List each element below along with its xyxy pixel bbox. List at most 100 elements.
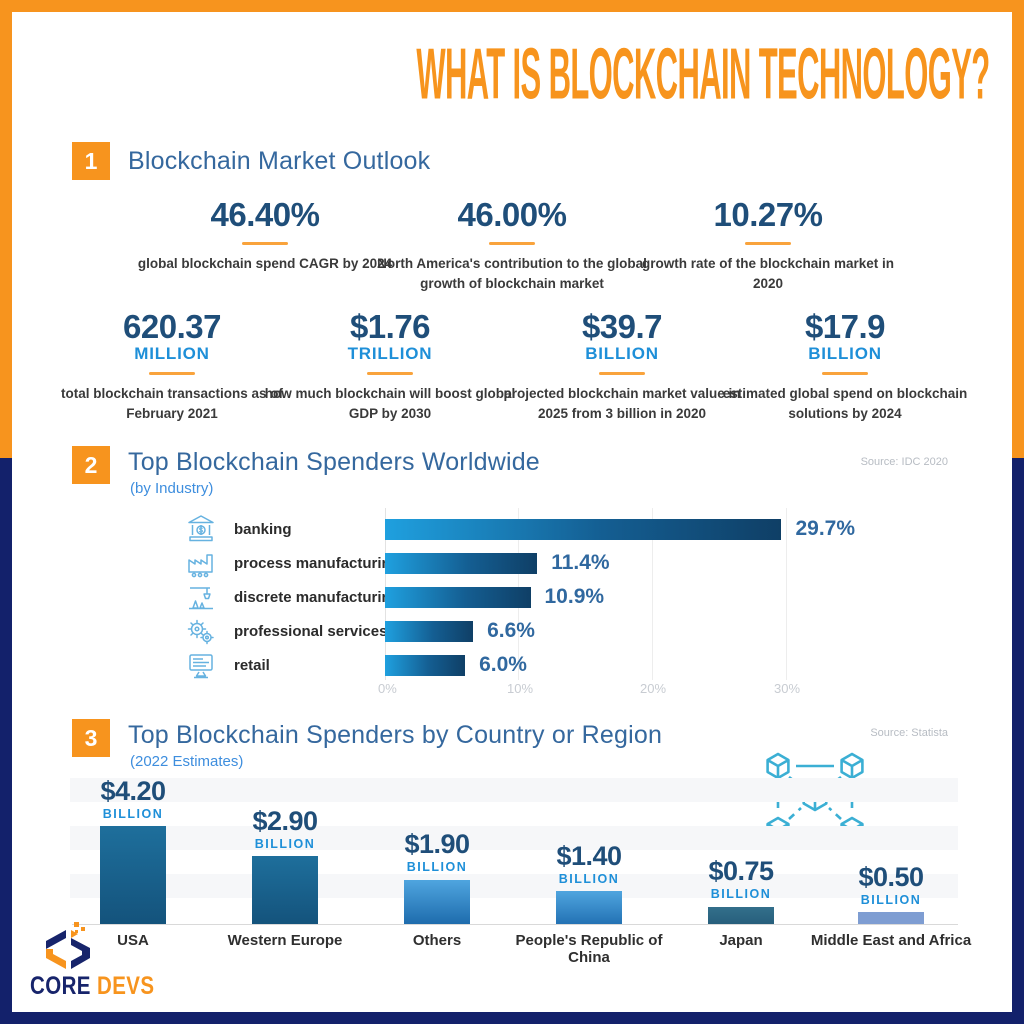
stat-gdp: $1.76 TRILLION how much blockchain will … <box>255 308 525 423</box>
industry-label: discrete manufacturing <box>234 589 400 606</box>
stat-value: 46.00% <box>457 196 567 233</box>
industry-bar <box>385 553 538 574</box>
country-label: Japan <box>719 932 763 949</box>
country-value: $1.90 <box>404 829 470 860</box>
stat-value: $1.76 <box>349 308 431 345</box>
stat-cagr: 46.40% global blockchain spend CAGR by 2… <box>130 196 400 274</box>
robot-arm-icon <box>186 582 216 612</box>
section-3-source: Source: Statista <box>870 727 948 739</box>
stat-label: total blockchain transactions as of Febr… <box>60 386 284 421</box>
stat-transactions: 620.37 MILLION total blockchain transact… <box>37 308 307 423</box>
country-column-others: $1.90 BILLION <box>352 774 522 924</box>
country-unit: BILLION <box>254 836 316 851</box>
industry-row-professional-services: professional services 6.6% <box>0 619 1024 645</box>
stat-global-spend: $17.9 BILLION estimated global spend on … <box>710 308 980 423</box>
stat-underline <box>149 372 195 375</box>
industry-value: 11.4% <box>551 551 610 574</box>
stat-underline <box>745 242 791 245</box>
industry-bar <box>385 621 474 642</box>
industry-value: 6.6% <box>487 619 535 642</box>
country-bar <box>708 906 774 924</box>
core-devs-logo-icon <box>38 922 100 977</box>
country-bar <box>100 826 166 924</box>
country-value: $0.50 <box>858 861 924 892</box>
country-unit: BILLION <box>860 892 922 907</box>
section-3-number: 3 <box>72 719 110 757</box>
monitor-icon <box>186 650 216 680</box>
logo-text-devs: DEVS <box>96 972 155 1000</box>
bank-icon: $ <box>186 514 216 544</box>
stat-underline <box>367 372 413 375</box>
industry-bar <box>385 519 782 540</box>
country-value: $1.40 <box>556 840 622 871</box>
country-bar <box>404 879 470 924</box>
section-1-title: Blockchain Market Outlook <box>128 147 431 175</box>
country-column-mea: $0.50 BILLION <box>806 774 976 924</box>
industry-value: 10.9% <box>544 585 605 608</box>
section-2-source: Source: IDC 2020 <box>860 456 948 468</box>
country-column-usa: $4.20 BILLION <box>48 774 218 924</box>
chart-band <box>70 778 958 802</box>
stat-underline <box>242 242 288 245</box>
chart-band <box>70 826 958 850</box>
section-2-title: Top Blockchain Spenders Worldwide <box>128 448 540 476</box>
svg-text:$: $ <box>199 526 204 535</box>
industry-label: retail <box>234 657 270 674</box>
country-bar <box>556 891 622 924</box>
section-3-subtitle: (2022 Estimates) <box>130 753 244 770</box>
country-bar <box>252 856 318 924</box>
country-value: $4.20 <box>100 775 166 806</box>
stat-value: 620.37 <box>123 308 221 345</box>
country-unit: BILLION <box>710 887 772 902</box>
stat-value: 10.27% <box>713 196 823 233</box>
x-tick-30: 30% <box>774 681 801 696</box>
country-label: Others <box>412 932 462 949</box>
stat-north-america: 46.00% North America's contribution to t… <box>377 196 647 293</box>
country-column-china: $1.40 BILLION <box>504 774 674 924</box>
industry-label: process manufacturing <box>234 555 400 572</box>
stat-label: projected blockchain market value in 202… <box>503 386 741 421</box>
country-unit: BILLION <box>558 871 620 886</box>
industry-value: 6.0% <box>479 653 527 676</box>
stat-underline <box>822 372 868 375</box>
industry-label: professional services <box>234 623 388 640</box>
industry-row-discrete-manufacturing: discrete manufacturing 10.9% <box>0 585 1024 610</box>
industry-value: 29.7% <box>795 517 856 540</box>
stat-unit: MILLION <box>134 344 210 363</box>
stat-label: North America's contribution to the glob… <box>377 256 647 291</box>
stat-market-value: $39.7 BILLION projected blockchain marke… <box>487 308 757 423</box>
factory-icon <box>186 548 216 578</box>
section-2-subtitle: (by Industry) <box>130 480 214 497</box>
country-label: USA <box>117 932 149 949</box>
logo-text-core: CORE <box>30 972 91 1000</box>
country-value: $2.90 <box>252 805 318 836</box>
country-label: Middle East and Africa <box>810 932 972 949</box>
country-label: People's Republic of China <box>515 932 663 966</box>
section-3-title: Top Blockchain Spenders by Country or Re… <box>128 721 663 749</box>
stat-value: $17.9 <box>804 308 886 345</box>
industry-row-process-manufacturing: process manufacturing 11.4% <box>0 551 1024 578</box>
gears-icon <box>186 616 216 646</box>
country-column-western-europe: $2.90 BILLION <box>200 774 370 924</box>
industry-row-banking: $ banking 29.7% <box>0 515 1024 542</box>
stat-value: 46.40% <box>210 196 320 233</box>
x-tick-20: 20% <box>640 681 667 696</box>
stat-underline <box>599 372 645 375</box>
section-1-number: 1 <box>72 142 110 180</box>
x-axis-baseline <box>72 924 958 925</box>
country-unit: BILLION <box>102 806 164 821</box>
country-bar <box>858 912 924 924</box>
stat-growth-rate: 10.27% growth rate of the blockchain mar… <box>633 196 903 293</box>
gridline-30 <box>786 508 787 680</box>
stat-unit: BILLION <box>585 344 659 363</box>
stat-label: how much blockchain will boost global GD… <box>264 386 516 421</box>
stat-underline <box>489 242 535 245</box>
stat-label: global blockchain spend CAGR by 2024 <box>137 256 393 271</box>
industry-label: banking <box>234 521 292 538</box>
country-value: $0.75 <box>708 856 774 887</box>
stat-label: growth rate of the blockchain market in … <box>641 256 895 291</box>
country-unit: BILLION <box>406 860 468 875</box>
industry-bar <box>385 655 466 676</box>
x-tick-0: 0% <box>378 681 397 696</box>
